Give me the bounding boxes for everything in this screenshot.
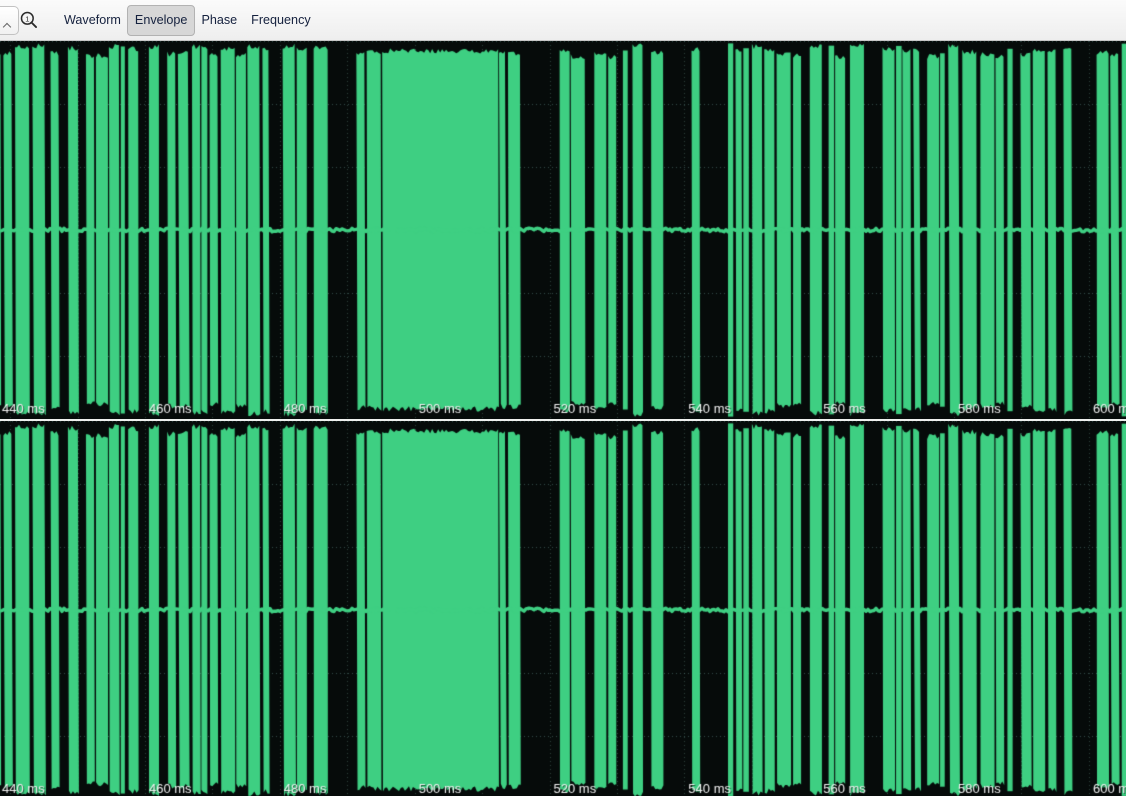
svg-text:1: 1 — [25, 15, 29, 24]
